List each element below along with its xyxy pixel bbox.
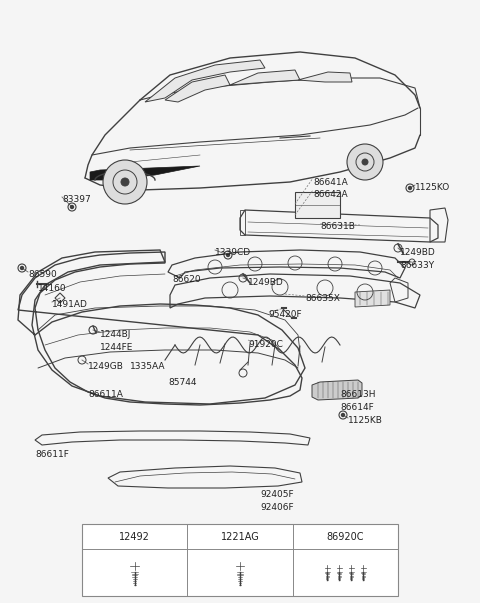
Polygon shape [298, 72, 352, 82]
Polygon shape [90, 166, 200, 180]
Circle shape [227, 253, 229, 256]
Text: 1244FE: 1244FE [100, 343, 133, 352]
Text: 1491AD: 1491AD [52, 300, 88, 309]
Text: 1249BD: 1249BD [400, 248, 436, 257]
Circle shape [408, 186, 411, 189]
Circle shape [103, 160, 147, 204]
Polygon shape [355, 290, 390, 307]
Text: 86613H: 86613H [340, 390, 375, 399]
Circle shape [341, 414, 345, 417]
Polygon shape [295, 192, 340, 218]
Text: 91920C: 91920C [248, 340, 283, 349]
Text: 1249GB: 1249GB [88, 362, 124, 371]
Text: 86633Y: 86633Y [400, 261, 434, 270]
Circle shape [362, 159, 368, 165]
Text: 1125KB: 1125KB [348, 416, 383, 425]
Text: 14160: 14160 [38, 284, 67, 293]
Text: 1244BJ: 1244BJ [100, 330, 132, 339]
Text: 1335AA: 1335AA [130, 362, 166, 371]
Polygon shape [165, 75, 230, 102]
Circle shape [21, 267, 24, 270]
Text: 86611F: 86611F [35, 450, 69, 459]
Text: 85744: 85744 [168, 378, 196, 387]
Text: 1221AG: 1221AG [221, 532, 259, 541]
Circle shape [336, 564, 343, 572]
Text: 86920C: 86920C [326, 532, 364, 541]
Text: 86614F: 86614F [340, 403, 374, 412]
Polygon shape [312, 380, 362, 400]
Text: 86631B: 86631B [320, 222, 355, 231]
Circle shape [71, 206, 73, 209]
Circle shape [360, 564, 367, 572]
Text: 86620: 86620 [172, 275, 201, 284]
Text: 92405F: 92405F [260, 490, 294, 499]
Text: 86590: 86590 [28, 270, 57, 279]
Circle shape [234, 560, 246, 572]
Polygon shape [230, 70, 300, 85]
Text: 1249BD: 1249BD [248, 278, 284, 287]
Text: 86611A: 86611A [88, 390, 123, 399]
Text: 86641A: 86641A [313, 178, 348, 187]
Text: 1125KO: 1125KO [415, 183, 450, 192]
Circle shape [347, 144, 383, 180]
Circle shape [121, 178, 129, 186]
Polygon shape [145, 60, 265, 102]
Circle shape [129, 560, 141, 572]
Text: 95420F: 95420F [268, 310, 301, 319]
Text: 86642A: 86642A [313, 190, 348, 199]
Text: 86635X: 86635X [305, 294, 340, 303]
Text: 12492: 12492 [119, 532, 150, 541]
Text: 92406F: 92406F [260, 503, 294, 512]
Text: 83397: 83397 [62, 195, 91, 204]
Text: 1339CD: 1339CD [215, 248, 251, 257]
Circle shape [324, 564, 331, 572]
Circle shape [348, 564, 355, 572]
Bar [82, 524, 398, 596]
